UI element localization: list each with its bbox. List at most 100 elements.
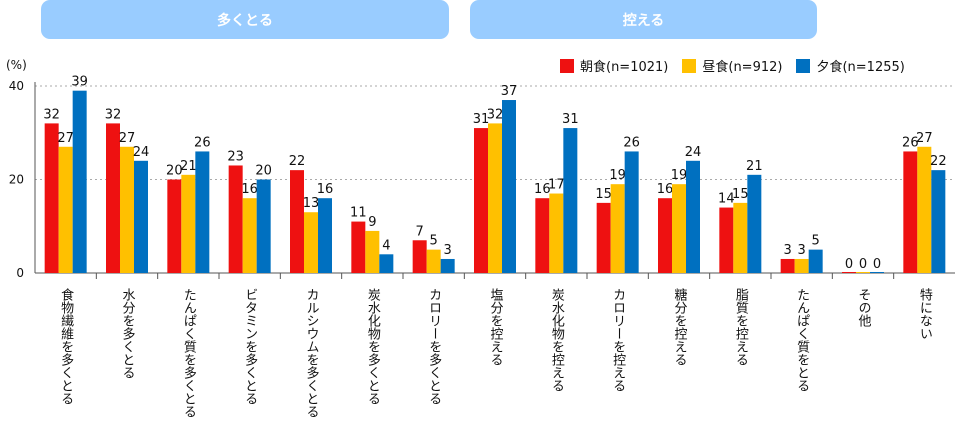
bar <box>44 123 59 274</box>
bar <box>72 90 87 273</box>
x-tick-label: 食物繊維を多くとる <box>58 287 74 405</box>
data-label: 20 <box>255 164 272 179</box>
bar <box>903 151 918 273</box>
x-tick-label: カルシウムを多くとる <box>304 288 320 418</box>
bar <box>426 249 441 273</box>
data-label: 27 <box>119 131 136 146</box>
bar <box>304 212 318 273</box>
bar <box>870 272 884 273</box>
bar <box>624 151 639 273</box>
data-label: 5 <box>430 234 438 249</box>
bar <box>808 249 823 273</box>
data-label: 5 <box>812 234 820 249</box>
legend-item-lunch: 昼食(n=912) <box>682 56 782 75</box>
legend-label-lunch: 昼食(n=912) <box>702 60 783 75</box>
data-label: 39 <box>71 75 88 90</box>
data-label: 0 <box>859 257 867 272</box>
bar <box>610 184 625 273</box>
data-label: 32 <box>105 107 122 122</box>
bar <box>719 207 734 273</box>
bar <box>931 170 946 273</box>
y-axis-unit-label: (%) <box>6 58 27 72</box>
bar <box>256 179 271 273</box>
x-tick-label: 炭水化物を控える <box>549 288 565 392</box>
x-tick-label: 塩分を控える <box>488 288 504 366</box>
x-tick-label: ビタミンを多くとる <box>242 288 258 405</box>
data-label: 37 <box>501 84 518 99</box>
x-tick-label: 炭水化物を多くとる <box>365 288 381 405</box>
bar <box>318 198 332 273</box>
legend-swatch-breakfast <box>560 58 574 73</box>
data-label: 3 <box>444 243 452 258</box>
x-tick-label: カロリーを控える <box>610 288 626 392</box>
bar <box>440 258 455 273</box>
data-label: 15 <box>595 187 612 202</box>
legend-item-dinner: 夕食(n=1255) <box>796 56 905 75</box>
x-tick-label: カロリーを多くとる <box>426 288 442 405</box>
x-tick-label: たんぱく質をとる <box>794 288 810 392</box>
x-tick-label: 脂質を控える <box>733 288 749 366</box>
data-label: 11 <box>350 206 367 221</box>
bar <box>672 184 686 273</box>
data-label: 21 <box>180 159 197 174</box>
bar <box>58 146 73 273</box>
data-label: 13 <box>303 196 320 211</box>
data-label: 19 <box>671 168 688 183</box>
data-label: 26 <box>623 135 640 150</box>
bar <box>134 160 148 273</box>
data-label: 16 <box>534 182 551 197</box>
bar <box>747 174 762 273</box>
data-label: 31 <box>562 112 579 127</box>
data-label: 0 <box>845 257 853 272</box>
bar <box>794 258 809 273</box>
data-label: 19 <box>609 168 626 183</box>
legend: 朝食(n=1021) 昼食(n=912) 夕食(n=1255) <box>560 56 905 75</box>
y-tick-label: 0 <box>16 266 24 280</box>
bar <box>228 165 243 273</box>
data-label: 20 <box>166 164 183 179</box>
bar <box>733 202 748 273</box>
data-label: 32 <box>43 107 60 122</box>
data-label: 23 <box>227 149 244 164</box>
bar <box>780 258 795 273</box>
bar <box>242 198 257 273</box>
data-label: 27 <box>916 131 933 146</box>
bar <box>842 272 856 273</box>
bar <box>365 230 380 273</box>
bar <box>195 151 210 273</box>
y-tick-label: 20 <box>9 173 24 187</box>
bar <box>167 179 182 273</box>
data-label: 32 <box>487 107 504 122</box>
x-tick-label: たんぱく質を多くとる <box>181 288 197 418</box>
data-label: 22 <box>930 154 947 169</box>
x-tick-label: その他 <box>856 288 872 328</box>
data-label: 0 <box>873 257 881 272</box>
data-label: 7 <box>416 224 424 239</box>
group-header-take-more: 多くとる <box>41 0 449 39</box>
data-label: 15 <box>732 187 749 202</box>
bar <box>120 146 134 273</box>
data-label: 26 <box>902 135 919 150</box>
bar <box>596 202 611 273</box>
data-label: 16 <box>657 182 674 197</box>
bar <box>856 272 870 273</box>
bar <box>181 174 196 273</box>
legend-label-dinner: 夕食(n=1255) <box>816 60 905 75</box>
data-label: 24 <box>685 145 702 160</box>
legend-swatch-lunch <box>682 58 697 73</box>
x-tick-label: 特にない <box>917 288 933 340</box>
y-tick-label: 40 <box>9 79 24 93</box>
data-label: 9 <box>368 215 376 230</box>
bar <box>563 128 578 273</box>
bar <box>106 123 120 274</box>
legend-swatch-dinner <box>796 58 811 73</box>
bar <box>379 254 394 273</box>
bar <box>502 100 516 274</box>
data-label: 17 <box>548 178 565 193</box>
data-label: 16 <box>317 182 334 197</box>
data-label: 21 <box>746 159 763 174</box>
data-label: 26 <box>194 135 211 150</box>
data-label: 3 <box>798 243 806 258</box>
data-label: 22 <box>289 154 306 169</box>
